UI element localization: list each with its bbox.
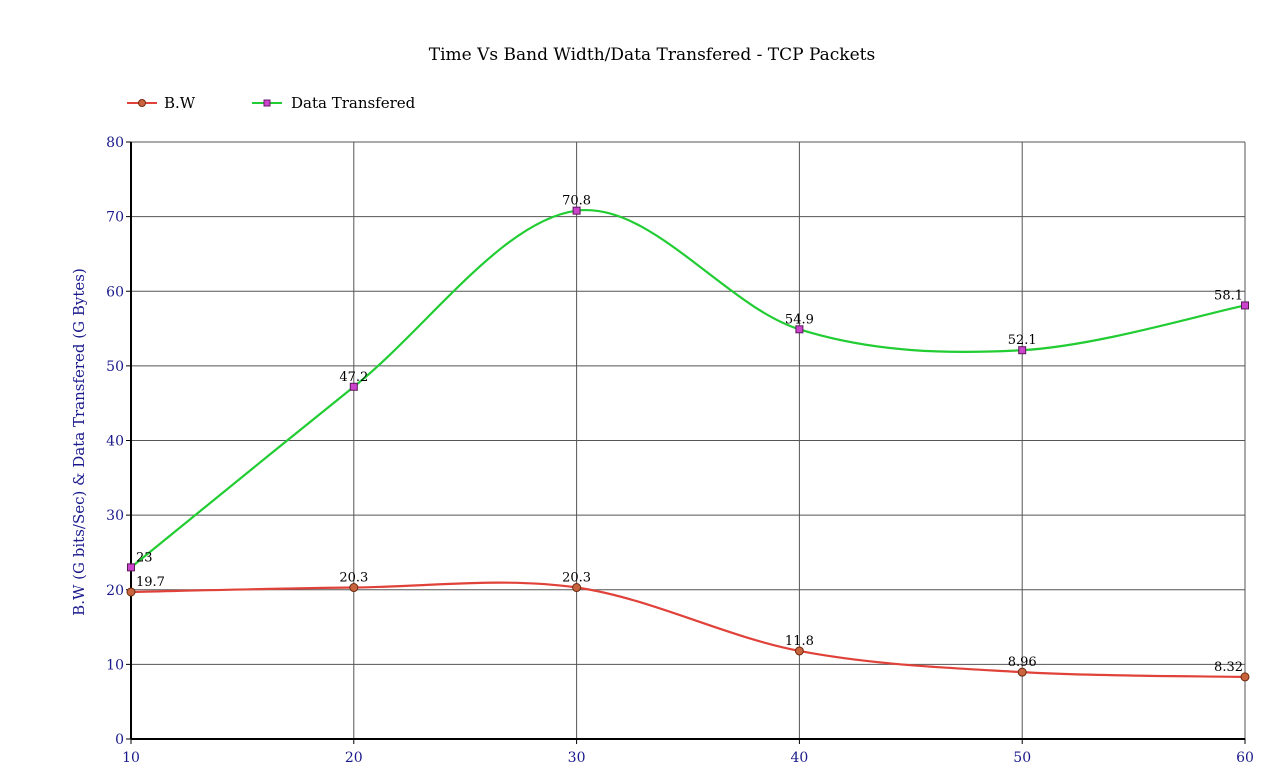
y-tick-label: 0 bbox=[115, 732, 124, 748]
x-tick-label: 10 bbox=[122, 750, 140, 766]
legend: B.W Data Transfered bbox=[127, 94, 416, 112]
data-point-data-transfered bbox=[795, 325, 804, 334]
data-label-data-transfered: 58.1 bbox=[1214, 288, 1243, 303]
tick-labels: 0 10 20 30 40 50 60 70 80 10 20 30 40 50 60 bbox=[106, 135, 1254, 766]
x-tick-label: 30 bbox=[568, 750, 586, 766]
series-line-data-transfered bbox=[130, 209, 1246, 569]
data-point-data-transfered bbox=[572, 206, 581, 215]
x-tick-label: 20 bbox=[345, 750, 363, 766]
data-point-bw bbox=[794, 646, 804, 656]
data-label-data-transfered: 70.8 bbox=[562, 194, 591, 209]
data-label-bw: 8.32 bbox=[1214, 660, 1243, 675]
series-line-bw bbox=[130, 581, 1246, 679]
data-label-bw: 11.8 bbox=[785, 634, 814, 649]
chart-title: Time Vs Band Width/Data Transfered - TCP… bbox=[429, 45, 875, 65]
data-point-data-transfered bbox=[127, 563, 135, 572]
data-point-data-transfered bbox=[1018, 346, 1027, 355]
legend-marker-data-transfered bbox=[263, 99, 271, 107]
x-tick-label: 60 bbox=[1236, 750, 1254, 766]
legend-marker-bw bbox=[138, 99, 146, 107]
y-tick-label: 60 bbox=[106, 284, 124, 300]
y-tick-label: 70 bbox=[106, 210, 124, 226]
data-point-bw bbox=[572, 583, 582, 593]
y-tick-label: 40 bbox=[106, 434, 124, 450]
y-tick-label: 50 bbox=[106, 359, 124, 375]
legend-label-data-transfered: Data Transfered bbox=[291, 94, 416, 112]
data-point-bw bbox=[1017, 667, 1027, 677]
legend-label-bw: B.W bbox=[164, 94, 196, 112]
data-point-data-transfered bbox=[1241, 301, 1249, 310]
x-tick-label: 50 bbox=[1013, 750, 1031, 766]
data-label-data-transfered: 47.2 bbox=[339, 370, 368, 385]
data-point-bw bbox=[126, 587, 136, 597]
legend-item-bw: B.W bbox=[127, 94, 196, 112]
data-point-bw bbox=[1240, 672, 1250, 682]
data-label-data-transfered: 23 bbox=[136, 550, 153, 565]
data-point-bw bbox=[349, 583, 359, 593]
data-label-bw: 19.7 bbox=[136, 575, 165, 590]
legend-item-data-transfered: Data Transfered bbox=[252, 94, 416, 112]
data-label-bw: 8.96 bbox=[1008, 655, 1037, 670]
data-label-data-transfered: 54.9 bbox=[785, 312, 814, 327]
data-label-data-transfered: 52.1 bbox=[1008, 333, 1037, 348]
series-layer: 19.7 20.3 20.3 11.8 8.96 8.32 23 47.2 70.8 54.9 52… bbox=[126, 194, 1250, 682]
data-point-data-transfered bbox=[349, 382, 358, 391]
data-label-bw: 20.3 bbox=[562, 571, 591, 586]
grid bbox=[130, 141, 1246, 740]
y-tick-label: 20 bbox=[106, 583, 124, 599]
x-tick-label: 40 bbox=[790, 750, 808, 766]
data-label-bw: 20.3 bbox=[339, 571, 368, 586]
y-tick-label: 10 bbox=[106, 657, 124, 673]
axes bbox=[126, 141, 1246, 744]
y-tick-label: 30 bbox=[106, 508, 124, 524]
y-tick-label: 80 bbox=[106, 135, 124, 151]
y-axis-label: B.W (G bits/Sec) & Data Transfered (G By… bbox=[70, 268, 88, 616]
